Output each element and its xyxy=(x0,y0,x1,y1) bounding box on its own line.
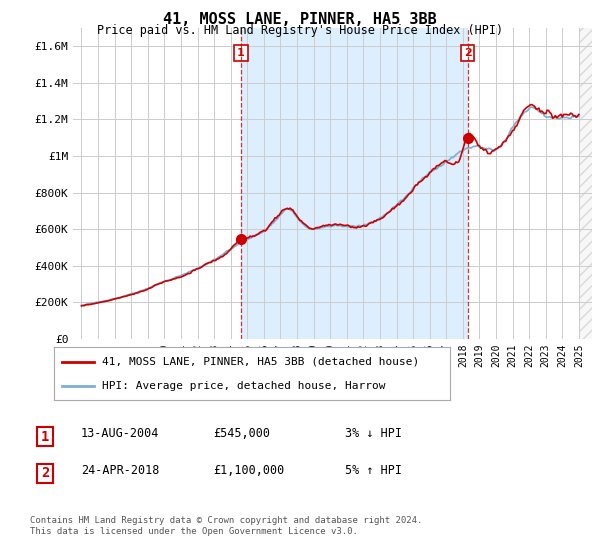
Text: 24-APR-2018: 24-APR-2018 xyxy=(81,464,160,477)
Text: HPI: Average price, detached house, Harrow: HPI: Average price, detached house, Harr… xyxy=(101,381,385,391)
Text: 5% ↑ HPI: 5% ↑ HPI xyxy=(345,464,402,477)
Text: 2: 2 xyxy=(41,466,49,480)
Text: Contains HM Land Registry data © Crown copyright and database right 2024.
This d: Contains HM Land Registry data © Crown c… xyxy=(30,516,422,536)
Text: 3% ↓ HPI: 3% ↓ HPI xyxy=(345,427,402,440)
Bar xyxy=(241,28,468,339)
Text: £545,000: £545,000 xyxy=(213,427,270,440)
Text: 41, MOSS LANE, PINNER, HA5 3BB: 41, MOSS LANE, PINNER, HA5 3BB xyxy=(163,12,437,27)
Bar xyxy=(579,28,592,339)
Text: Price paid vs. HM Land Registry's House Price Index (HPI): Price paid vs. HM Land Registry's House … xyxy=(97,24,503,36)
Text: 2: 2 xyxy=(464,48,472,58)
Text: £1,100,000: £1,100,000 xyxy=(213,464,284,477)
Text: 41, MOSS LANE, PINNER, HA5 3BB (detached house): 41, MOSS LANE, PINNER, HA5 3BB (detached… xyxy=(101,357,419,367)
Text: 13-AUG-2004: 13-AUG-2004 xyxy=(81,427,160,440)
Text: 1: 1 xyxy=(41,430,49,444)
Text: 1: 1 xyxy=(237,48,245,58)
